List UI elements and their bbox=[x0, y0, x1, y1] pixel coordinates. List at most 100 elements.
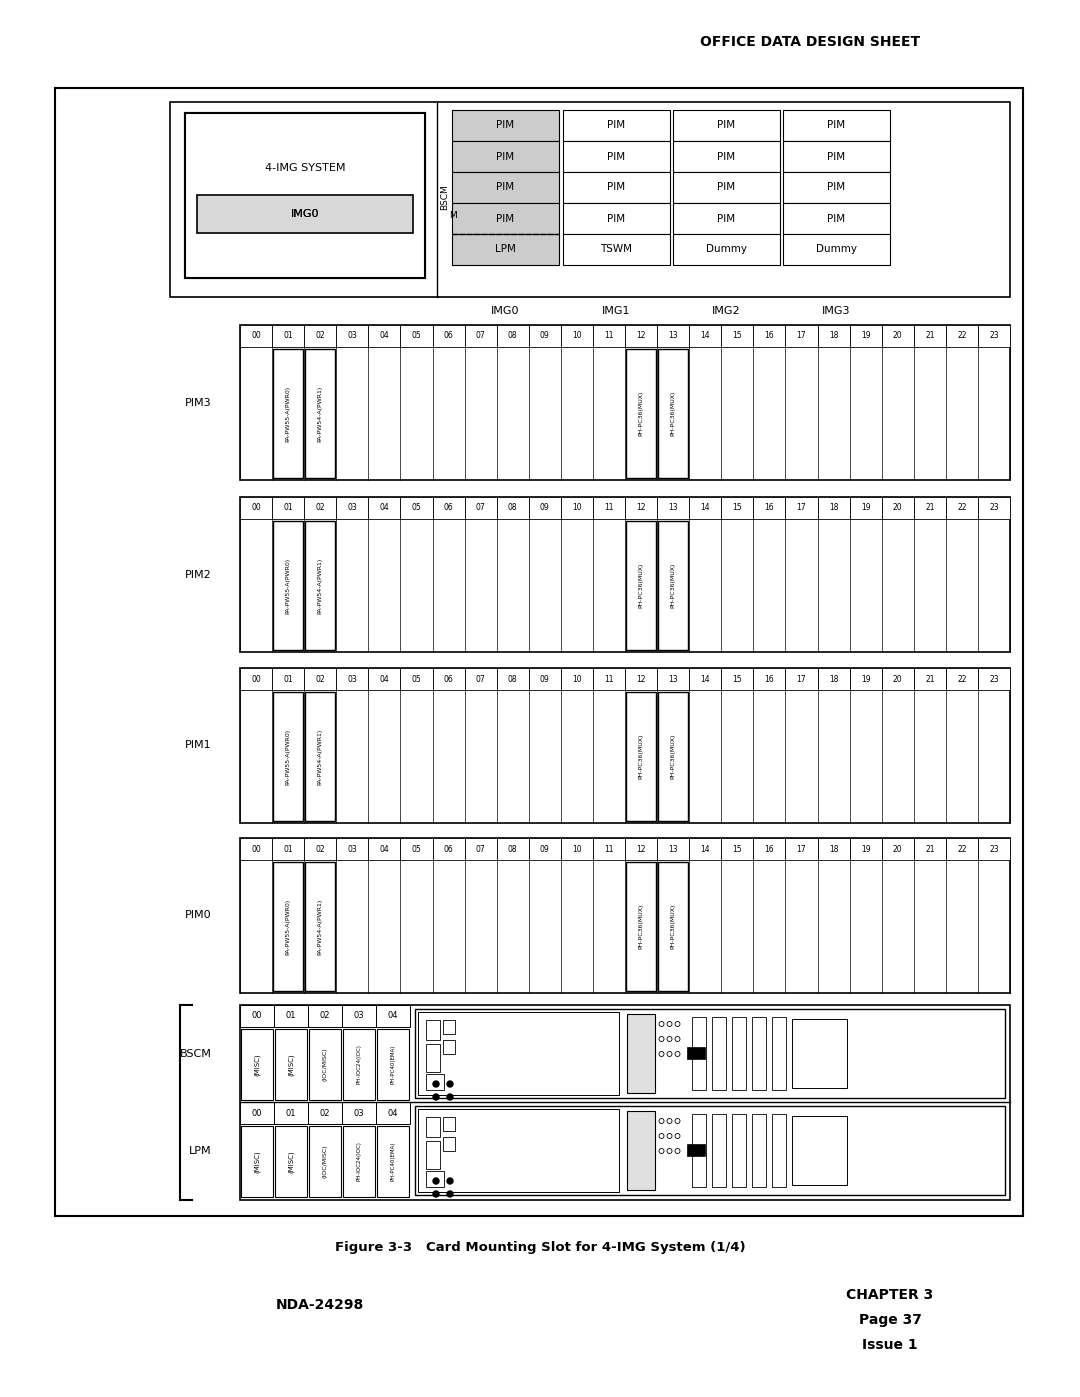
Text: 11: 11 bbox=[604, 503, 613, 513]
Bar bbox=[754, 838, 785, 861]
Bar bbox=[453, 110, 559, 141]
Bar bbox=[721, 668, 754, 690]
Text: Page 37: Page 37 bbox=[859, 1313, 921, 1327]
Text: 18: 18 bbox=[828, 845, 838, 854]
Bar bbox=[426, 1044, 440, 1071]
Bar bbox=[721, 326, 754, 346]
Bar bbox=[272, 497, 305, 520]
Bar bbox=[792, 1018, 847, 1088]
Bar bbox=[426, 1141, 440, 1169]
Text: PA-PW54-A(PWR1): PA-PW54-A(PWR1) bbox=[318, 557, 323, 613]
Bar bbox=[946, 838, 977, 861]
Text: 04: 04 bbox=[379, 331, 389, 341]
Text: 18: 18 bbox=[828, 331, 838, 341]
Text: (MISC): (MISC) bbox=[254, 1150, 260, 1173]
Text: 13: 13 bbox=[669, 331, 678, 341]
Bar bbox=[687, 1144, 704, 1155]
Bar bbox=[754, 326, 785, 346]
Bar bbox=[914, 497, 946, 520]
Bar bbox=[946, 326, 977, 346]
Circle shape bbox=[433, 1094, 438, 1099]
Bar bbox=[785, 326, 818, 346]
Bar bbox=[306, 862, 335, 990]
Text: 01: 01 bbox=[283, 503, 293, 513]
Bar bbox=[593, 497, 625, 520]
Bar bbox=[170, 102, 1010, 298]
Bar bbox=[529, 668, 561, 690]
Text: PA-PW54-A(PWR1): PA-PW54-A(PWR1) bbox=[318, 728, 323, 785]
Text: 01: 01 bbox=[283, 845, 293, 854]
Bar bbox=[305, 838, 336, 861]
Text: 11: 11 bbox=[604, 675, 613, 683]
Text: 15: 15 bbox=[732, 675, 742, 683]
Bar bbox=[626, 692, 656, 821]
Text: 04: 04 bbox=[379, 845, 389, 854]
Bar bbox=[563, 110, 670, 141]
Text: 01: 01 bbox=[286, 1011, 296, 1020]
Bar bbox=[626, 1014, 654, 1092]
Bar bbox=[946, 668, 977, 690]
Bar bbox=[376, 1004, 410, 1027]
Bar bbox=[443, 1137, 455, 1151]
Text: 14: 14 bbox=[701, 675, 710, 683]
Bar bbox=[771, 1113, 785, 1187]
Text: PIM2: PIM2 bbox=[186, 570, 212, 580]
Bar bbox=[306, 692, 335, 821]
Text: 08: 08 bbox=[508, 675, 517, 683]
Text: M: M bbox=[449, 211, 457, 219]
Bar bbox=[273, 349, 303, 478]
Text: PH-PC36(MUX): PH-PC36(MUX) bbox=[671, 904, 676, 949]
Text: 00: 00 bbox=[252, 675, 261, 683]
Bar bbox=[197, 196, 413, 233]
Text: 08: 08 bbox=[508, 845, 517, 854]
Text: 22: 22 bbox=[957, 675, 967, 683]
Bar bbox=[818, 497, 850, 520]
Bar bbox=[241, 1030, 273, 1099]
Text: 09: 09 bbox=[540, 845, 550, 854]
Text: 12: 12 bbox=[636, 331, 646, 341]
Text: (MISC): (MISC) bbox=[254, 1053, 260, 1076]
Text: CHAPTER 3: CHAPTER 3 bbox=[847, 1288, 933, 1302]
Text: 22: 22 bbox=[957, 845, 967, 854]
Bar bbox=[443, 1118, 455, 1132]
Text: NDA-24298: NDA-24298 bbox=[275, 1298, 364, 1312]
Text: (MISC): (MISC) bbox=[287, 1150, 294, 1173]
Text: PA-PW54-A(PWR1): PA-PW54-A(PWR1) bbox=[318, 386, 323, 441]
Text: 03: 03 bbox=[353, 1011, 364, 1020]
Text: PH-PC36(MUX): PH-PC36(MUX) bbox=[638, 563, 644, 608]
Bar bbox=[497, 326, 529, 346]
Bar bbox=[529, 326, 561, 346]
Bar bbox=[240, 668, 272, 690]
Text: PIM: PIM bbox=[717, 183, 735, 193]
Bar bbox=[783, 172, 890, 203]
Bar bbox=[336, 497, 368, 520]
Bar bbox=[342, 1004, 376, 1027]
Bar bbox=[721, 497, 754, 520]
Text: PIM: PIM bbox=[607, 183, 625, 193]
Text: 19: 19 bbox=[861, 845, 870, 854]
Bar bbox=[977, 838, 1010, 861]
Bar bbox=[626, 349, 656, 478]
Bar bbox=[443, 1020, 455, 1034]
Text: 12: 12 bbox=[636, 675, 646, 683]
Bar bbox=[946, 497, 977, 520]
Text: LPM: LPM bbox=[495, 244, 516, 254]
Bar bbox=[274, 1102, 308, 1125]
Bar bbox=[691, 1113, 705, 1187]
Text: TSWM: TSWM bbox=[600, 244, 633, 254]
Text: 03: 03 bbox=[353, 1108, 364, 1118]
Bar bbox=[689, 497, 721, 520]
Bar bbox=[342, 1102, 376, 1125]
Text: 09: 09 bbox=[540, 331, 550, 341]
Bar bbox=[377, 1126, 409, 1197]
Text: PH-PC36(MUX): PH-PC36(MUX) bbox=[638, 733, 644, 780]
Bar bbox=[691, 1017, 705, 1090]
Bar bbox=[190, 117, 430, 284]
Text: 10: 10 bbox=[572, 331, 582, 341]
Bar bbox=[529, 838, 561, 861]
Bar bbox=[240, 838, 1010, 993]
Text: 17: 17 bbox=[797, 503, 807, 513]
Bar bbox=[689, 326, 721, 346]
Text: 12: 12 bbox=[636, 503, 646, 513]
Bar bbox=[977, 668, 1010, 690]
